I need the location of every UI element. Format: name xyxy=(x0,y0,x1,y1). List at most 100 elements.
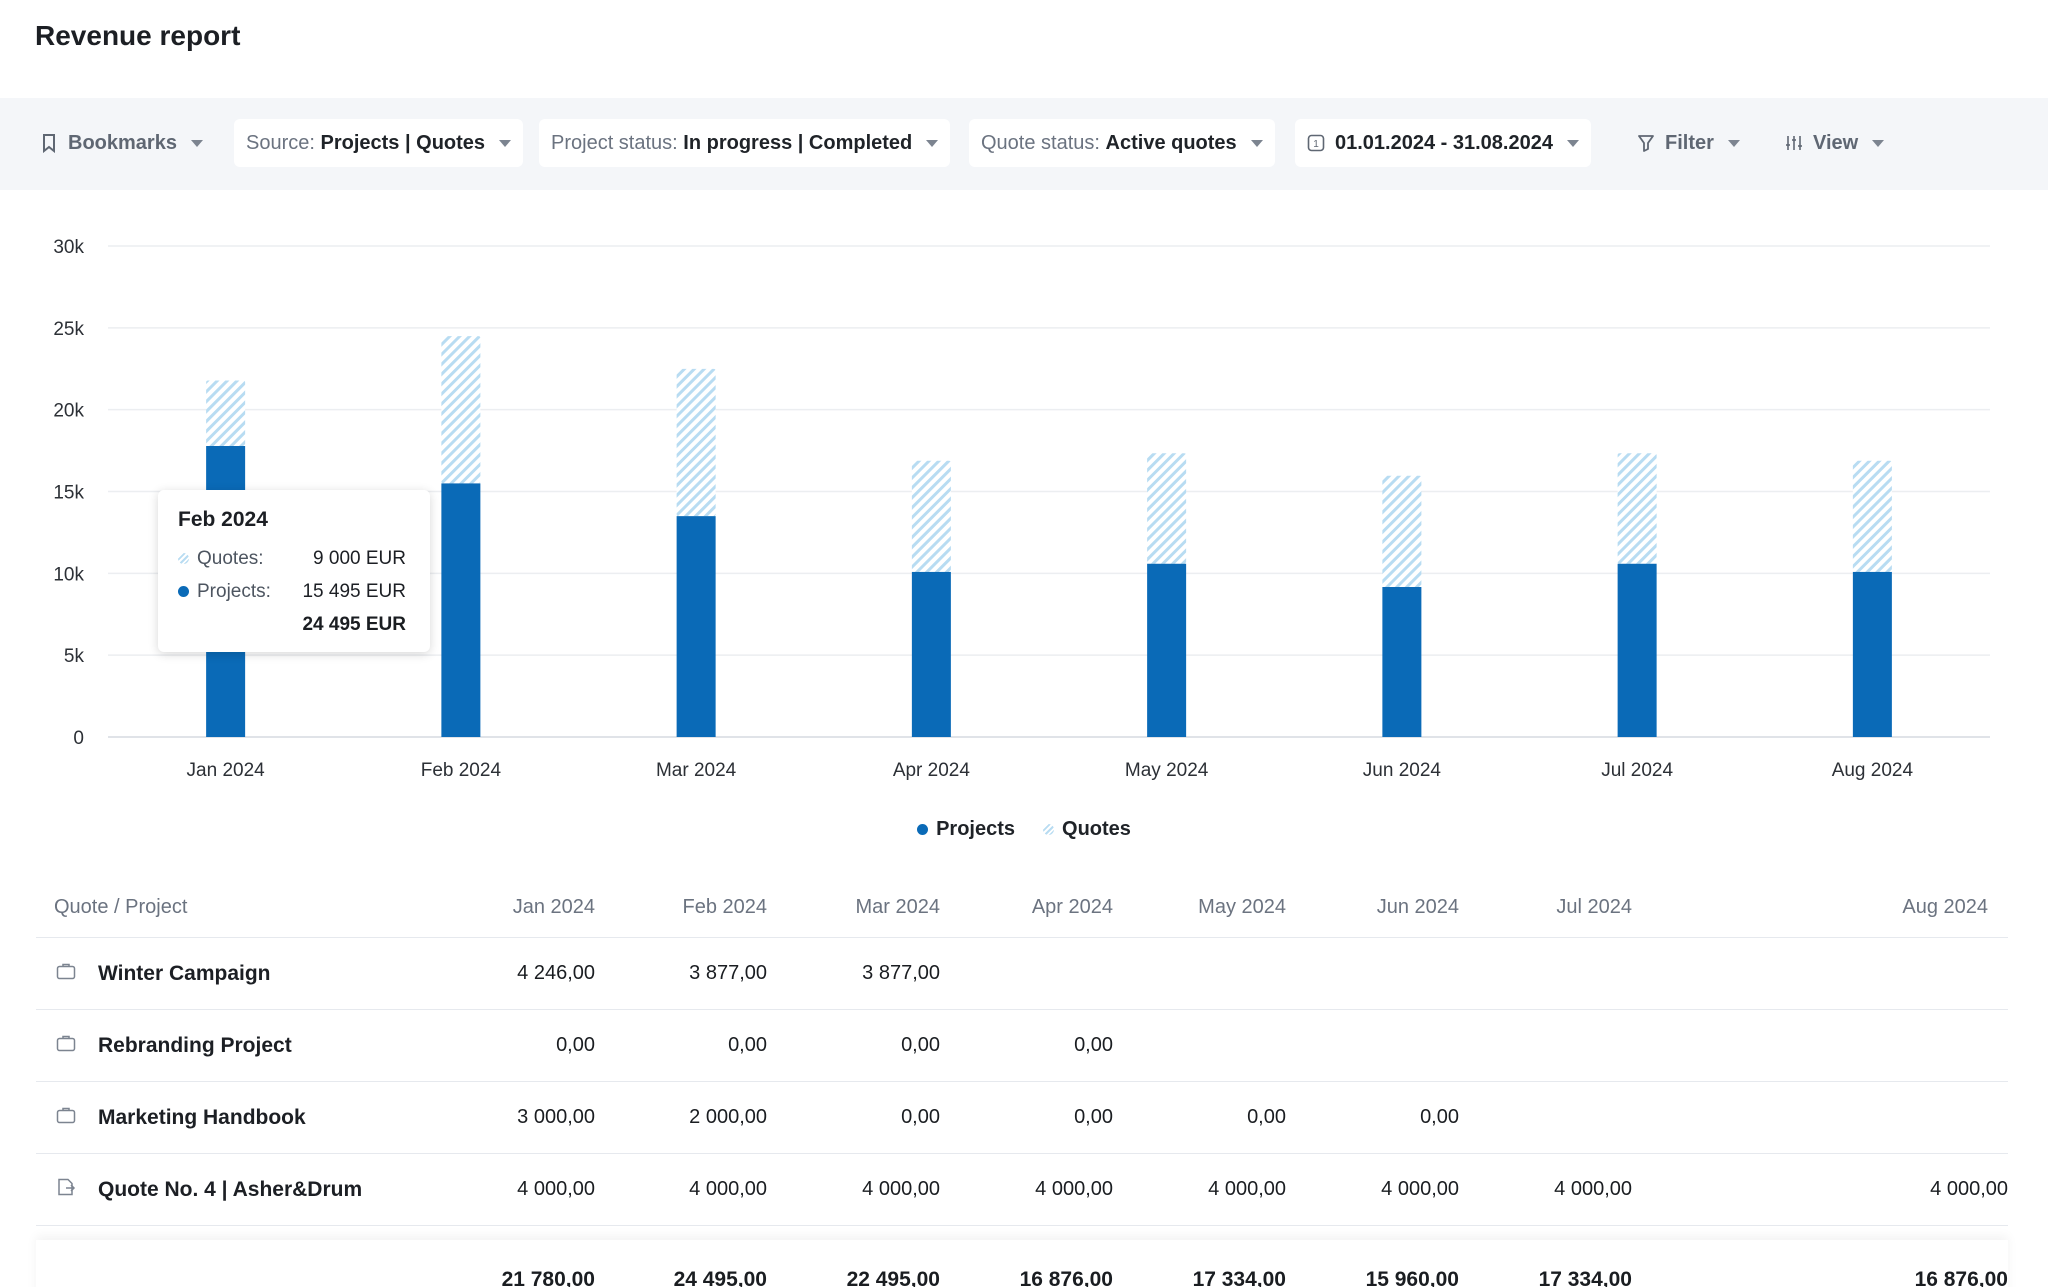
chevron-down-icon xyxy=(1566,139,1579,147)
column-header-quote-project[interactable]: Quote / Project xyxy=(54,896,188,918)
chevron-down-icon xyxy=(926,139,939,147)
chart-legend: Projects Quotes xyxy=(0,818,2048,841)
tooltip-quotes-row: Quotes: 9 000 EUR xyxy=(178,542,406,575)
legend-projects-label: Projects xyxy=(936,818,1016,840)
funnel-icon xyxy=(1638,135,1654,152)
legend-item-projects[interactable]: Projects xyxy=(917,818,1015,841)
table-cell: 4 000,00 xyxy=(689,1178,767,1200)
bar-quotes xyxy=(1382,475,1422,587)
total-cell: 17 334,00 xyxy=(1538,1268,1632,1287)
date-range-value: 01.01.2024 - 31.08.2024 xyxy=(1335,131,1553,154)
filter-toolbar: Bookmarks Source: Projects | Quotes Proj… xyxy=(0,98,2048,190)
table-cell: 4 000,00 xyxy=(1208,1178,1286,1200)
bar-quotes xyxy=(206,380,246,447)
bar-projects xyxy=(676,516,716,737)
table-cell: 2 000,00 xyxy=(689,1106,767,1128)
date-range-picker[interactable]: 1 01.01.2024 - 31.08.2024 xyxy=(1295,119,1591,167)
table-row[interactable]: Rebranding Project 0,00 0,00 0,00 0,00 xyxy=(36,1010,2008,1082)
x-tick-label: Feb 2024 xyxy=(421,760,502,781)
chevron-down-icon xyxy=(499,139,512,147)
x-tick-label: Jun 2024 xyxy=(1363,760,1442,781)
table-cell: 4 000,00 xyxy=(1381,1178,1459,1200)
table-cell: 4 000,00 xyxy=(1930,1178,2008,1200)
tooltip-total: 24 495 EUR xyxy=(302,614,406,635)
table-header-row: Quote / Project Jan 2024 Feb 2024 Mar 20… xyxy=(36,878,2008,938)
total-cell: 16 876,00 xyxy=(1019,1268,1113,1287)
tooltip-title: Feb 2024 xyxy=(178,508,268,531)
table-row[interactable]: Marketing Handbook 3 000,00 2 000,00 0,00 0,… xyxy=(36,1082,2008,1154)
table-cell: 0,00 xyxy=(901,1034,940,1056)
view-button[interactable]: View xyxy=(1785,119,1885,167)
quotes-legend-icon xyxy=(1043,824,1055,835)
bar-projects xyxy=(911,571,951,737)
bar-projects xyxy=(1852,571,1892,737)
bar-quotes xyxy=(911,460,951,572)
table-cell: 4 246,00 xyxy=(517,962,595,984)
tooltip-quotes-value: 9 000 EUR xyxy=(313,547,406,569)
column-header-may[interactable]: May 2024 xyxy=(1198,896,1286,918)
tooltip-projects-row: Projects: 15 495 EUR xyxy=(178,575,406,608)
row-name[interactable]: Marketing Handbook xyxy=(98,1105,306,1129)
chevron-down-icon xyxy=(1250,139,1263,147)
page-header: Revenue report xyxy=(0,0,2048,98)
x-tick-label: Jan 2024 xyxy=(187,760,266,781)
quote-status-dropdown[interactable]: Quote status: Active quotes xyxy=(969,119,1275,167)
chevron-down-icon xyxy=(190,139,203,147)
x-tick-label: Jul 2024 xyxy=(1601,760,1673,781)
bar-quotes xyxy=(676,368,716,517)
quotes-swatch-icon xyxy=(178,553,189,564)
table-cell: 0,00 xyxy=(1247,1106,1286,1128)
y-tick-label: 5k xyxy=(64,646,85,667)
total-cell: 24 495,00 xyxy=(673,1268,767,1287)
column-header-aug[interactable]: Aug 2024 xyxy=(1902,896,1988,918)
y-tick-label: 15k xyxy=(53,483,84,504)
project-status-label: Project status: xyxy=(551,131,678,154)
tooltip-projects-label: Projects: xyxy=(197,580,271,602)
bar-projects xyxy=(1617,563,1657,737)
table-cell: 3 877,00 xyxy=(862,962,940,984)
bar-quotes xyxy=(441,336,481,484)
column-header-feb[interactable]: Feb 2024 xyxy=(682,896,767,918)
row-name[interactable]: Winter Campaign xyxy=(98,961,271,985)
briefcase-icon xyxy=(56,963,76,980)
source-dropdown[interactable]: Source: Projects | Quotes xyxy=(234,119,524,167)
source-value: Projects | Quotes xyxy=(320,131,486,154)
bar-projects xyxy=(1147,563,1187,737)
bar-projects xyxy=(441,483,481,737)
project-status-value: In progress | Completed xyxy=(683,131,913,154)
total-cell: 22 495,00 xyxy=(846,1268,940,1287)
bookmarks-button[interactable]: Bookmarks xyxy=(40,119,203,167)
y-tick-label: 10k xyxy=(53,564,84,585)
view-label: View xyxy=(1813,131,1859,154)
total-cell: 17 334,00 xyxy=(1192,1268,1286,1287)
legend-item-quotes[interactable]: Quotes xyxy=(1043,818,1131,841)
column-header-jan[interactable]: Jan 2024 xyxy=(512,896,595,918)
bar-quotes xyxy=(1617,453,1657,564)
x-tick-label: Apr 2024 xyxy=(893,760,971,781)
column-header-apr[interactable]: Apr 2024 xyxy=(1031,896,1113,918)
y-tick-label: 20k xyxy=(53,401,84,422)
quote-status-label: Quote status: xyxy=(981,131,1100,154)
table-row[interactable]: Winter Campaign 4 246,00 3 877,00 3 877,00 xyxy=(36,938,2008,1010)
tooltip-projects-value: 15 495 EUR xyxy=(302,580,406,602)
project-status-dropdown[interactable]: Project status: In progress | Completed xyxy=(539,119,951,167)
briefcase-icon xyxy=(56,1035,76,1052)
column-header-mar[interactable]: Mar 2024 xyxy=(855,896,941,918)
page-title: Revenue report xyxy=(35,20,241,51)
bookmarks-label: Bookmarks xyxy=(68,131,177,154)
filter-button[interactable]: Filter xyxy=(1637,119,1740,167)
quote-document-icon xyxy=(58,1178,76,1196)
table-cell: 4 000,00 xyxy=(1035,1178,1113,1200)
table-row[interactable]: Quote No. 4 | Asher&Drum 4 000,00 4 000,00… xyxy=(36,1154,2008,1226)
chevron-down-icon xyxy=(1872,139,1885,147)
calendar-icon: 1 xyxy=(1307,134,1325,152)
row-name[interactable]: Quote No. 4 | Asher&Drum xyxy=(98,1177,363,1201)
column-header-jul[interactable]: Jul 2024 xyxy=(1556,896,1632,918)
bar-projects xyxy=(1382,586,1422,737)
x-tick-label: May 2024 xyxy=(1125,760,1209,781)
row-name[interactable]: Rebranding Project xyxy=(98,1033,292,1057)
table-cell: 0,00 xyxy=(1420,1106,1459,1128)
briefcase-icon xyxy=(56,1107,76,1124)
table-cell: 0,00 xyxy=(901,1106,940,1128)
column-header-jun[interactable]: Jun 2024 xyxy=(1376,896,1459,918)
